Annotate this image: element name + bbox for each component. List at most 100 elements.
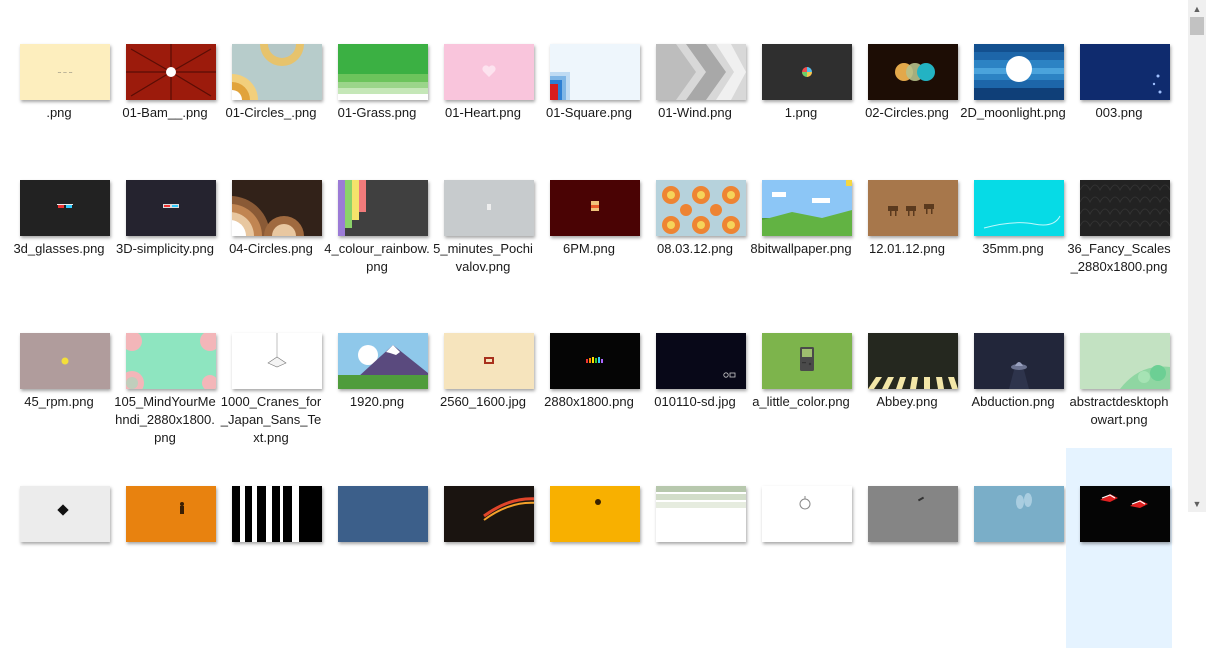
- file-item[interactable]: [642, 486, 748, 616]
- file-item[interactable]: 01-Grass.png: [324, 44, 430, 174]
- file-item[interactable]: 01-Wind.png: [642, 44, 748, 174]
- file-thumbnail: [126, 44, 216, 100]
- file-item[interactable]: 010110-sd.jpg: [642, 333, 748, 463]
- file-thumbnail: [338, 333, 428, 389]
- file-item[interactable]: 36_Fancy_Scales_2880x1800.png: [1066, 180, 1172, 310]
- file-item[interactable]: 01-Bam__.png: [112, 44, 218, 174]
- file-thumbnail: [126, 333, 216, 389]
- file-item[interactable]: 35mm.png: [960, 180, 1066, 310]
- file-name: 3D-simplicity.png: [115, 241, 214, 256]
- file-item[interactable]: 01-Circles_.png: [218, 44, 324, 174]
- file-thumbnail: [444, 486, 534, 542]
- file-item[interactable]: Abduction.png: [960, 333, 1066, 463]
- file-name: 2560_1600.jpg: [439, 394, 527, 409]
- file-item[interactable]: [430, 486, 536, 616]
- file-thumbnail: [20, 180, 110, 236]
- file-item[interactable]: [960, 486, 1066, 616]
- file-thumbnail: [338, 180, 428, 236]
- file-item[interactable]: 01-Square.png: [536, 44, 642, 174]
- file-item[interactable]: 01-Heart.png: [430, 44, 536, 174]
- file-name: 105_MindYourMehndi_2880x1800.png: [114, 394, 216, 445]
- chevron-down-icon[interactable]: ▼: [1192, 498, 1202, 509]
- file-item[interactable]: [218, 486, 324, 616]
- file-thumbnail: [868, 180, 958, 236]
- file-item[interactable]: 1000_Cranes_for_Japan_Sans_Text.png: [218, 333, 324, 463]
- file-item[interactable]: 105_MindYourMehndi_2880x1800.png: [112, 333, 218, 463]
- file-item[interactable]: 08.03.12.png: [642, 180, 748, 310]
- vertical-scrollbar[interactable]: ▲ ▼: [1188, 0, 1206, 512]
- file-thumbnail: [338, 486, 428, 542]
- file-thumbnail: [656, 333, 746, 389]
- file-item[interactable]: [854, 486, 960, 616]
- file-thumbnail: [974, 486, 1064, 542]
- file-thumbnail: [762, 333, 852, 389]
- file-name: 1.png: [784, 105, 818, 120]
- file-item[interactable]: 2880x1800.png: [536, 333, 642, 463]
- file-item[interactable]: [112, 486, 218, 616]
- chevron-up-icon[interactable]: ▲: [1192, 3, 1202, 14]
- file-item[interactable]: 1.png: [748, 44, 854, 174]
- file-name: 01-Heart.png: [445, 105, 521, 120]
- file-item[interactable]: ∼ ∼ ∼ .png: [6, 44, 112, 174]
- file-item[interactable]: 45_rpm.png: [6, 333, 112, 463]
- file-name: 2D_moonlight.png: [960, 105, 1066, 120]
- file-thumbnail: [550, 486, 640, 542]
- file-thumbnail: [550, 333, 640, 389]
- file-item[interactable]: [6, 486, 112, 616]
- file-item[interactable]: a_little_color.png: [748, 333, 854, 463]
- file-thumbnail: [762, 44, 852, 100]
- file-thumbnail: [444, 333, 534, 389]
- file-name: 02-Circles.png: [865, 105, 949, 120]
- file-thumbnail: [762, 180, 852, 236]
- file-name: 08.03.12.png: [657, 241, 733, 256]
- file-thumbnail: [338, 44, 428, 100]
- file-name: a_little_color.png: [752, 394, 850, 409]
- file-thumbnail: ∼ ∼ ∼: [20, 44, 110, 100]
- file-thumbnail: [20, 486, 110, 542]
- file-name: 04-Circles.png: [229, 241, 313, 256]
- file-item[interactable]: 12.01.12.png: [854, 180, 960, 310]
- file-name: 4_colour_rainbow.png: [324, 241, 430, 274]
- file-thumbnail: [444, 44, 534, 100]
- file-name: abstractdesktophowart.png: [1069, 394, 1169, 427]
- file-thumbnail: [20, 333, 110, 389]
- file-name: Abduction.png: [971, 394, 1055, 409]
- file-item[interactable]: 04-Circles.png: [218, 180, 324, 310]
- file-item[interactable]: 6PM.png: [536, 180, 642, 310]
- file-item[interactable]: [748, 486, 854, 616]
- file-item[interactable]: 2560_1600.jpg: [430, 333, 536, 463]
- file-item[interactable]: 003.png: [1066, 44, 1172, 174]
- file-thumbnail: [126, 180, 216, 236]
- file-item[interactable]: 1920.png: [324, 333, 430, 463]
- file-item[interactable]: 3D-simplicity.png: [112, 180, 218, 310]
- file-item[interactable]: abstractdesktophowart.png: [1066, 333, 1172, 463]
- file-item[interactable]: Abbey.png: [854, 333, 960, 463]
- file-name: 12.01.12.png: [869, 241, 945, 256]
- file-item[interactable]: [1066, 448, 1172, 648]
- file-name: 35mm.png: [982, 241, 1044, 256]
- scrollbar-thumb[interactable]: [1190, 17, 1204, 35]
- file-name: 6PM.png: [562, 241, 616, 256]
- file-name: 01-Grass.png: [337, 105, 417, 120]
- file-thumbnail: [974, 333, 1064, 389]
- file-thumbnail: [974, 180, 1064, 236]
- file-name: 010110-sd.jpg: [654, 394, 736, 409]
- file-item[interactable]: 2D_moonlight.png: [960, 44, 1066, 174]
- file-thumbnail: [444, 180, 534, 236]
- file-name: 5_minutes_Pochivalov.png: [433, 241, 533, 274]
- file-thumbnail: [868, 486, 958, 542]
- file-item[interactable]: 02-Circles.png: [854, 44, 960, 174]
- file-item[interactable]: [536, 486, 642, 616]
- file-name: 01-Circles_.png: [225, 105, 317, 120]
- file-thumbnail: [1080, 44, 1170, 100]
- file-name: Abbey.png: [876, 394, 938, 409]
- file-name: 1000_Cranes_for_Japan_Sans_Text.png: [220, 394, 322, 445]
- file-item[interactable]: 4_colour_rainbow.png: [324, 180, 430, 310]
- file-item[interactable]: [324, 486, 430, 616]
- file-item[interactable]: 8bitwallpaper.png: [748, 180, 854, 310]
- file-thumbnail: [126, 486, 216, 542]
- file-item[interactable]: 3d_glasses.png: [6, 180, 112, 310]
- file-thumbnail: [974, 44, 1064, 100]
- file-name: 3d_glasses.png: [13, 241, 105, 256]
- file-item[interactable]: 5_minutes_Pochivalov.png: [430, 180, 536, 310]
